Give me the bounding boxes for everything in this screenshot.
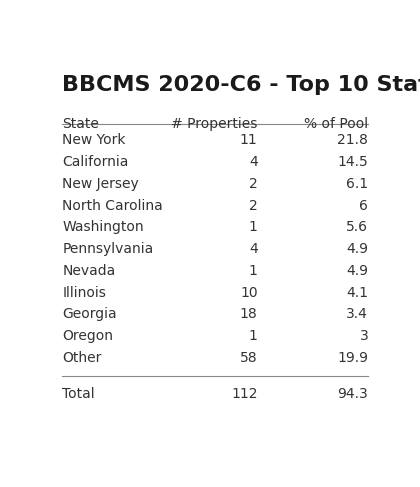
Text: New York: New York — [62, 133, 126, 148]
Text: 5.6: 5.6 — [346, 221, 368, 234]
Text: Pennsylvania: Pennsylvania — [62, 242, 154, 256]
Text: 2: 2 — [249, 199, 257, 213]
Text: 21.8: 21.8 — [337, 133, 368, 148]
Text: 3.4: 3.4 — [346, 307, 368, 321]
Text: 112: 112 — [231, 387, 257, 401]
Text: 94.3: 94.3 — [338, 387, 368, 401]
Text: 19.9: 19.9 — [337, 351, 368, 365]
Text: 4.9: 4.9 — [346, 242, 368, 256]
Text: Illinois: Illinois — [62, 286, 106, 300]
Text: Washington: Washington — [62, 221, 144, 234]
Text: 4.9: 4.9 — [346, 264, 368, 278]
Text: 11: 11 — [240, 133, 257, 148]
Text: 4: 4 — [249, 155, 257, 169]
Text: State: State — [62, 116, 99, 131]
Text: 18: 18 — [240, 307, 257, 321]
Text: Georgia: Georgia — [62, 307, 117, 321]
Text: % of Pool: % of Pool — [304, 116, 368, 131]
Text: # Properties: # Properties — [171, 116, 257, 131]
Text: 10: 10 — [240, 286, 257, 300]
Text: 1: 1 — [249, 221, 257, 234]
Text: California: California — [62, 155, 129, 169]
Text: 6: 6 — [360, 199, 368, 213]
Text: Oregon: Oregon — [62, 329, 113, 343]
Text: 6.1: 6.1 — [346, 177, 368, 191]
Text: New Jersey: New Jersey — [62, 177, 139, 191]
Text: 14.5: 14.5 — [338, 155, 368, 169]
Text: 2: 2 — [249, 177, 257, 191]
Text: Other: Other — [62, 351, 102, 365]
Text: 4: 4 — [249, 242, 257, 256]
Text: 1: 1 — [249, 329, 257, 343]
Text: North Carolina: North Carolina — [62, 199, 163, 213]
Text: Nevada: Nevada — [62, 264, 116, 278]
Text: Total: Total — [62, 387, 95, 401]
Text: 1: 1 — [249, 264, 257, 278]
Text: 3: 3 — [360, 329, 368, 343]
Text: 4.1: 4.1 — [346, 286, 368, 300]
Text: BBCMS 2020-C6 - Top 10 States: BBCMS 2020-C6 - Top 10 States — [62, 75, 420, 95]
Text: 58: 58 — [240, 351, 257, 365]
